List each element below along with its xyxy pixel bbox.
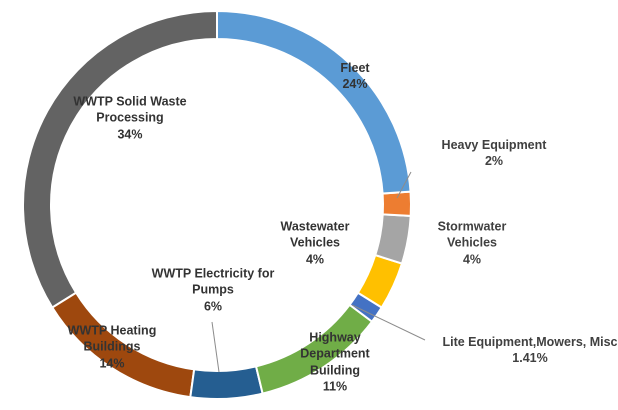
value-label: 4% [305, 252, 325, 267]
donut-segment [189, 365, 264, 400]
category-name: Heavy Equipment [441, 137, 547, 152]
donut-segment [356, 253, 404, 309]
segment-label: WWTP Heating Buildings 14% [52, 323, 172, 372]
donut-segment [374, 213, 412, 265]
category-name: WWTP Solid Waste Processing [73, 94, 187, 125]
category-name: Stormwater Vehicles [437, 219, 507, 250]
category-name: Lite Equipment,Mowers, Misc [442, 334, 618, 349]
donut-segment [22, 9, 218, 309]
category-name: Wastewater Vehicles [280, 219, 350, 250]
value-label: 14% [99, 356, 125, 371]
segment-label: Stormwater Vehicles 4% [417, 219, 527, 268]
segment-label: Highway Department Building 11% [275, 330, 395, 395]
value-label: 2% [484, 154, 504, 168]
segment-label: Fleet 24% [310, 60, 400, 93]
value-label: 11% [322, 379, 348, 394]
category-name: Fleet [340, 60, 370, 75]
donut-segment [254, 303, 374, 395]
category-name: Highway Department Building [300, 330, 370, 378]
category-name: WWTP Electricity for Pumps [151, 266, 275, 297]
segment-label: WWTP Electricity for Pumps 6% [143, 266, 283, 315]
segment-label: WWTP Solid Waste Processing 34% [55, 94, 205, 143]
segment-label: Lite Equipment,Mowers, Misc 1.41% [440, 334, 618, 367]
donut-segment [50, 291, 196, 399]
donut-segment [381, 190, 412, 217]
value-label: 1.41% [512, 351, 548, 365]
leader-line [396, 171, 412, 199]
leader-line [351, 304, 426, 341]
leader-line [211, 321, 220, 373]
segment-label: Heavy Equipment 2% [424, 137, 564, 170]
value-label: 24% [342, 77, 368, 91]
category-name: WWTP Heating Buildings [67, 323, 157, 354]
value-label: 6% [203, 299, 223, 314]
value-label: 4% [462, 252, 482, 267]
value-label: 34% [117, 127, 143, 142]
segment-label: Wastewater Vehicles 4% [270, 219, 360, 268]
donut-segment [348, 291, 384, 324]
donut-segment [216, 9, 412, 195]
